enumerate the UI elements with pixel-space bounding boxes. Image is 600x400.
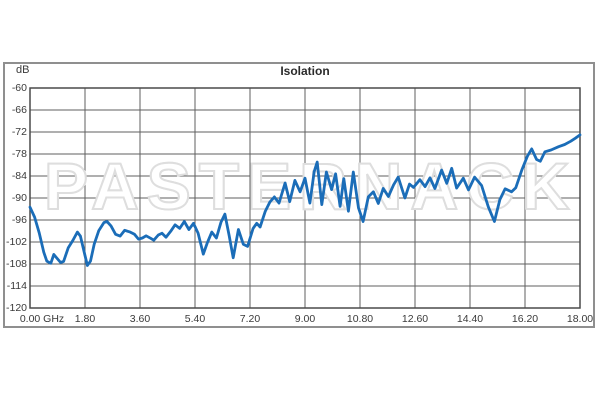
y-tick-label: -102	[5, 236, 27, 248]
y-tick-label: -90	[11, 192, 27, 204]
x-tick-label: 3.60	[129, 313, 151, 325]
x-tick-label: 14.40	[456, 313, 484, 325]
y-tick-label: -60	[11, 82, 27, 94]
chart-title: Isolation	[280, 64, 330, 78]
y-tick-label: -120	[5, 302, 27, 314]
x-tick-label: 5.40	[184, 313, 206, 325]
x-tick-label: 12.60	[401, 313, 429, 325]
x-tick-label: 9.00	[294, 313, 316, 325]
x-tick-label: 18.00	[566, 313, 594, 325]
x-tick-label: 0.00 GHz	[19, 313, 65, 325]
y-tick-label: -66	[11, 104, 27, 116]
x-tick-label: 7.20	[239, 313, 261, 325]
y-tick-label: -84	[11, 170, 27, 182]
y-tick-label: -72	[11, 126, 27, 138]
y-tick-label: -96	[11, 214, 27, 226]
x-tick-label: 16.20	[511, 313, 539, 325]
x-tick-label: 1.80	[74, 313, 96, 325]
y-tick-label: -78	[11, 148, 27, 160]
watermark: PASTERNACK	[43, 149, 578, 223]
y-tick-label: -114	[6, 280, 27, 292]
y-axis-unit-label: dB	[16, 64, 30, 76]
y-tick-label: -108	[5, 258, 27, 270]
x-tick-label: 10.80	[346, 313, 374, 325]
